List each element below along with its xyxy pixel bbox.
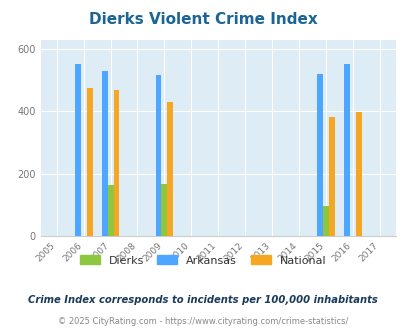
Bar bbox=[322, 206, 328, 236]
Bar bbox=[155, 76, 161, 236]
Bar bbox=[113, 90, 119, 236]
Bar bbox=[343, 64, 349, 236]
Bar bbox=[316, 74, 322, 236]
Text: Crime Index corresponds to incidents per 100,000 inhabitants: Crime Index corresponds to incidents per… bbox=[28, 295, 377, 305]
Bar bbox=[107, 185, 113, 236]
Bar bbox=[167, 102, 173, 236]
Text: © 2025 CityRating.com - https://www.cityrating.com/crime-statistics/: © 2025 CityRating.com - https://www.city… bbox=[58, 317, 347, 326]
Bar bbox=[75, 64, 81, 236]
Bar bbox=[328, 116, 334, 236]
Bar bbox=[355, 112, 361, 236]
Bar bbox=[161, 183, 167, 236]
Legend: Dierks, Arkansas, National: Dierks, Arkansas, National bbox=[75, 251, 330, 270]
Bar bbox=[101, 71, 107, 236]
Bar bbox=[86, 88, 92, 236]
Text: Dierks Violent Crime Index: Dierks Violent Crime Index bbox=[88, 12, 317, 26]
